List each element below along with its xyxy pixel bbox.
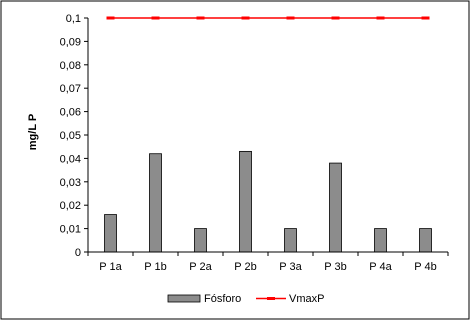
x-tick-label: P 1a <box>99 261 122 273</box>
bars <box>104 150 432 253</box>
bar <box>284 228 297 253</box>
x-axis-ticks: P 1a P 1b P 2a P 2b P 3a P 3b P 4a P 4b <box>87 252 449 273</box>
bar <box>194 228 207 253</box>
y-tick-label: 0,06 <box>60 107 81 119</box>
x-tick-label: P 3b <box>324 261 346 273</box>
y-axis-ticks: 0 0,01 0,02 0,03 0,04 0,05 0,06 0,07 0,08 0,09 0,1 <box>60 13 88 259</box>
x-tick-label: P 1b <box>144 261 166 273</box>
bar <box>419 228 432 253</box>
x-tick-label: P 3a <box>279 261 302 273</box>
y-axis-label: mg/L P <box>27 114 39 150</box>
bar <box>374 228 387 253</box>
x-tick-label: P 2a <box>189 261 212 273</box>
y-tick-label: 0,04 <box>60 153 81 165</box>
x-tick-label: P 4b <box>414 261 436 273</box>
y-tick-label: 0,05 <box>60 130 81 142</box>
y-tick-label: 0,08 <box>60 60 81 72</box>
bar <box>104 214 117 253</box>
y-tick-label: 0,1 <box>66 13 81 25</box>
x-tick-label: P 4a <box>369 261 392 273</box>
legend: Fósforo VmaxP <box>167 293 324 305</box>
y-tick-label: 0,01 <box>60 224 81 236</box>
y-tick-label: 0 <box>75 247 81 259</box>
x-tick-label: P 2b <box>234 261 256 273</box>
legend-label-fosforo: Fósforo <box>204 293 241 305</box>
bar <box>149 153 162 253</box>
y-tick-label: 0,02 <box>60 200 81 212</box>
legend-label-vmaxp: VmaxP <box>289 293 324 305</box>
y-tick-label: 0,09 <box>60 36 81 48</box>
bar <box>239 150 252 253</box>
y-tick-label: 0,07 <box>60 83 81 95</box>
bar <box>329 162 342 253</box>
legend-swatch-fosforo <box>167 294 201 303</box>
y-tick-label: 0,03 <box>60 177 81 189</box>
